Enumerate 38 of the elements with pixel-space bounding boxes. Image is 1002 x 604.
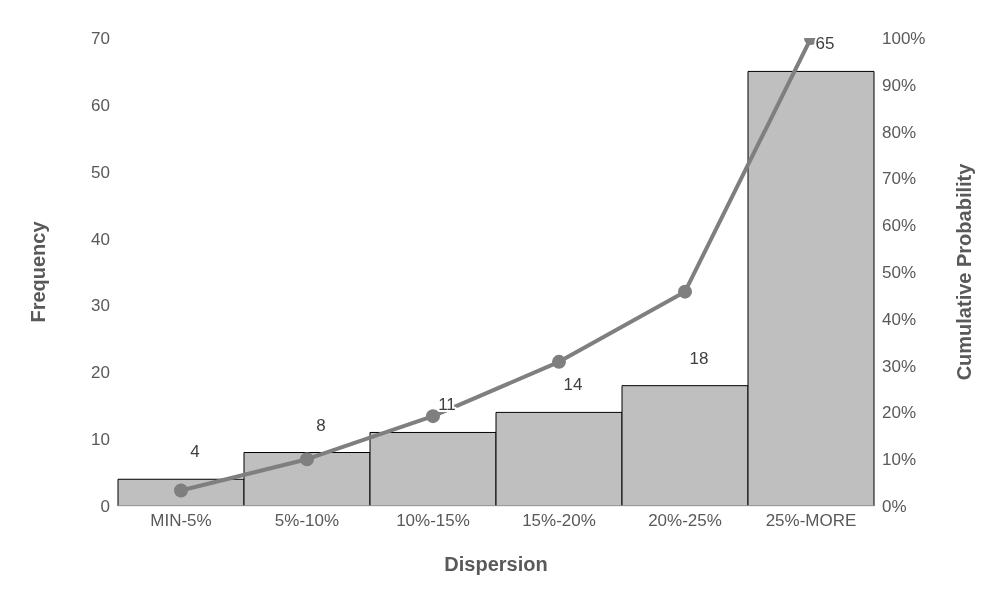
x-tick-label: 25%-MORE: [765, 511, 857, 531]
y-tick-label: 70: [91, 29, 110, 49]
data-label: 4: [190, 442, 200, 462]
y-tick-label: 20: [91, 363, 110, 383]
x-tick-label: 15%-20%: [522, 511, 596, 531]
y2-tick-label: 60%: [882, 216, 917, 236]
data-label: 18: [689, 348, 709, 368]
y-tick-label: 0: [100, 497, 110, 517]
y2-tick-label: 20%: [882, 403, 917, 423]
y2-tick-label: 100%: [882, 29, 926, 49]
x-tick-label: 10%-15%: [396, 511, 470, 531]
data-label: 65: [815, 34, 835, 54]
point: [174, 483, 188, 498]
point: [678, 284, 692, 299]
data-label: 8: [316, 415, 326, 435]
y-tick-label: 10: [91, 430, 110, 450]
point: [426, 409, 440, 424]
y2-axis-title: Cumulative Probability: [953, 162, 976, 381]
y-axis-title: Frequency: [27, 220, 50, 323]
x-tick-label: 20%-25%: [648, 511, 722, 531]
y-tick-label: 40: [91, 229, 110, 249]
y2-tick-label: 40%: [882, 309, 917, 329]
point: [300, 452, 314, 467]
data-label: 14: [563, 375, 583, 395]
y2-tick-label: 80%: [882, 122, 917, 142]
y2-tick-label: 10%: [882, 450, 917, 470]
y2-tick-label: 70%: [882, 169, 917, 189]
y-tick-label: 50: [91, 162, 110, 182]
y-tick-label: 30: [91, 296, 110, 316]
y2-tick-label: 50%: [882, 263, 917, 283]
y2-tick-label: 30%: [882, 356, 917, 376]
y2-tick-label: 0%: [882, 497, 907, 517]
point: [552, 354, 566, 369]
y2-tick-label: 90%: [882, 75, 917, 95]
y-tick-label: 60: [91, 95, 110, 115]
x-axis-title: Dispersion: [444, 553, 548, 575]
x-tick-label: MIN-5%: [150, 511, 212, 531]
x-tick-label: 5%-10%: [274, 511, 340, 531]
